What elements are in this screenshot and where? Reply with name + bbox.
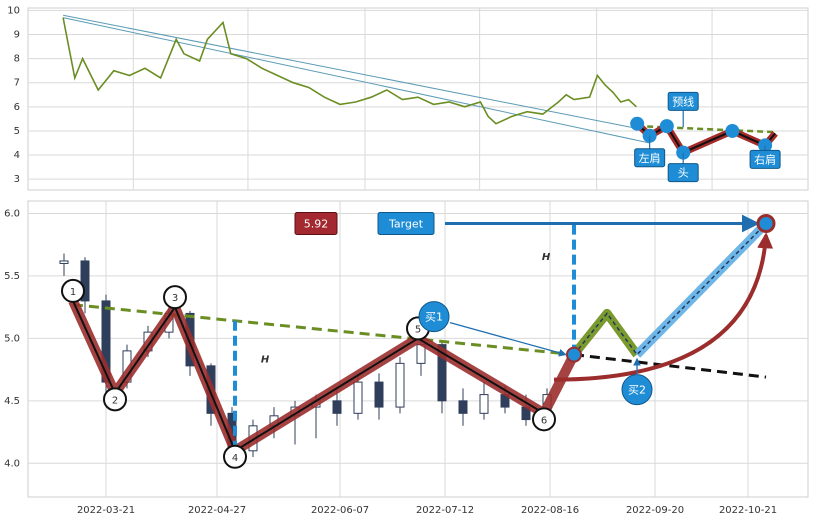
annotation-label-box	[749, 149, 781, 169]
y-tick-label: 6.0	[4, 208, 20, 219]
annotation-label: 预线	[672, 94, 694, 108]
buy-marker	[621, 374, 653, 406]
pattern-label: 3	[172, 293, 178, 304]
price-line	[62, 17, 637, 125]
height-label: H	[542, 252, 551, 263]
candle-body	[59, 260, 69, 264]
pattern-label: 5	[415, 324, 421, 335]
x-tick-label: 2022-06-07	[311, 505, 369, 516]
target-label: Target	[388, 217, 424, 230]
pattern-label: 6	[541, 415, 547, 426]
pattern-point	[61, 278, 85, 303]
y-tick-label: 4	[14, 150, 20, 161]
target-point	[756, 213, 776, 233]
pattern-point	[163, 285, 187, 310]
x-tick-label: 2022-07-12	[416, 505, 474, 516]
y-tick-label: 4.5	[4, 396, 20, 407]
x-tick-label: 2022-09-20	[626, 505, 684, 516]
y-tick-label: 9	[14, 30, 20, 41]
target-value: 5.92	[304, 217, 329, 230]
annotation-label-box	[667, 91, 699, 111]
pattern-label: 4	[232, 453, 238, 464]
annotation-label: 头	[678, 167, 689, 180]
target-box	[377, 211, 435, 235]
x-tick-label: 2022-04-27	[188, 505, 246, 516]
buy-label: 买1	[425, 311, 443, 324]
candle-body	[437, 344, 447, 402]
y-tick-label: 5.5	[4, 271, 20, 282]
annotation-label-box	[667, 163, 699, 183]
buy-marker	[418, 301, 450, 333]
x-tick-label: 2022-03-21	[77, 505, 135, 516]
candle-body	[80, 260, 90, 302]
candle-body	[479, 394, 489, 414]
pattern-point	[532, 407, 556, 432]
annotation-label: 左肩	[639, 151, 661, 165]
target-value-box	[294, 211, 338, 235]
annotation-label: 右肩	[754, 152, 776, 166]
y-tick-label: 10	[7, 5, 20, 16]
target-arc	[553, 232, 774, 382]
pattern-point	[659, 119, 674, 134]
pattern-point	[103, 387, 127, 412]
y-tick-label: 5.0	[4, 333, 20, 344]
x-tick-label: 2022-08-16	[521, 505, 579, 516]
y-tick-label: 7	[14, 78, 20, 89]
trend-line	[63, 14, 638, 129]
breakout-point	[566, 346, 582, 363]
candle-body	[458, 400, 468, 414]
y-tick-label: 5	[14, 126, 20, 137]
y-tick-label: 3	[14, 174, 20, 185]
buy-label: 买2	[628, 384, 646, 397]
candle-body	[374, 381, 384, 408]
pattern-point	[223, 444, 247, 469]
pattern-point	[630, 116, 645, 131]
pattern-label: 1	[70, 287, 76, 298]
pattern-line	[72, 300, 545, 453]
projection-line	[573, 222, 767, 356]
x-tick-label: 2022-10-21	[719, 505, 777, 516]
candle-body	[395, 362, 405, 408]
neckline-extension	[573, 353, 767, 379]
annotation-label-box	[634, 148, 666, 168]
y-tick-label: 8	[14, 54, 20, 65]
y-tick-label: 4.0	[4, 458, 20, 469]
height-label: H	[261, 355, 270, 366]
pattern-label: 2	[112, 395, 118, 406]
pattern-point	[725, 123, 740, 138]
neckline	[72, 303, 575, 357]
trend-line	[62, 17, 650, 144]
buy-arrow	[449, 321, 567, 357]
candle-body	[332, 400, 342, 414]
y-tick-label: 6	[14, 102, 20, 113]
candle-body	[353, 381, 363, 414]
